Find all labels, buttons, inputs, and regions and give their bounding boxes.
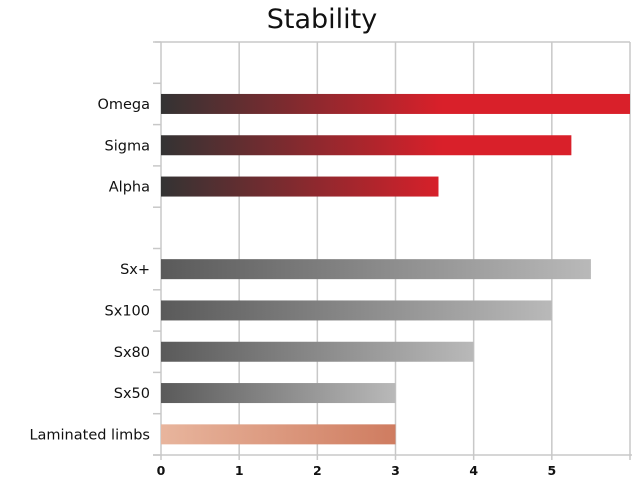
x-tick-labels: 0 1 2 3 4 5: [157, 463, 557, 478]
bar-laminated-limbs: [161, 424, 396, 445]
bar-sx80: [161, 341, 474, 362]
chart-title: Stability: [267, 4, 378, 35]
category-labels: Omega Sigma Alpha Sx+ Sx100 Sx80 Sx50 Laminated…: [29, 97, 150, 443]
bar-sigma: [161, 135, 572, 156]
category-label: Sigma: [105, 138, 150, 154]
category-label: Alpha: [109, 180, 150, 196]
x-tick-label: 4: [469, 463, 478, 478]
bars: [161, 93, 630, 445]
category-label: Laminated limbs: [29, 427, 150, 443]
bar-sx100: [161, 300, 552, 321]
category-label: Omega: [97, 97, 150, 113]
category-label: Sx80: [114, 345, 150, 361]
category-label: Sx100: [105, 303, 150, 319]
bar-sx50: [161, 383, 396, 404]
x-tick-label: 3: [391, 463, 400, 478]
x-tick-label: 2: [313, 463, 322, 478]
x-tick-label: 5: [547, 463, 556, 478]
bar-omega: [161, 93, 630, 114]
category-label: Sx50: [114, 386, 150, 402]
bar-alpha: [161, 176, 439, 197]
category-label: Sx+: [120, 262, 150, 278]
axes: [153, 41, 632, 456]
x-tick-label: 0: [157, 463, 166, 478]
bar-sx-: [161, 259, 591, 280]
x-tick-label: 1: [235, 463, 244, 478]
